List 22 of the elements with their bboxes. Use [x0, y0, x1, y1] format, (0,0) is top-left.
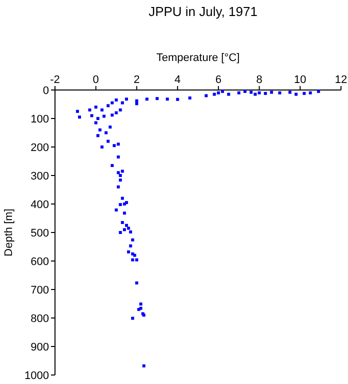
x-tick-label: -2	[50, 74, 60, 86]
x-tick-label: 12	[334, 74, 348, 86]
y-tick-label: 700	[30, 284, 49, 296]
x-tick-label: 8	[256, 74, 262, 86]
chart-title: JPPU in July, 1971	[148, 4, 258, 19]
y-tick-label: 100	[30, 114, 49, 126]
y-tick-label: 400	[30, 199, 49, 211]
y-tick-label: 300	[30, 170, 49, 182]
x-axis-title: Temperature [°C]	[156, 52, 240, 64]
y-tick-label: 900	[30, 342, 49, 354]
x-tick-label: 4	[174, 74, 181, 86]
x-tick-label: 10	[294, 74, 306, 86]
y-tick-label: 1000	[24, 370, 49, 382]
x-tick-label: 0	[92, 74, 99, 86]
y-tick-label: 800	[30, 313, 49, 325]
y-tick-label: 0	[42, 85, 49, 97]
y-tick-label: 200	[30, 142, 49, 154]
y-tick-label: 600	[30, 256, 49, 268]
y-tick-label: 500	[30, 228, 49, 240]
x-tick-label: 2	[134, 74, 140, 86]
x-tick-label: 6	[215, 74, 222, 86]
y-axis-title: Depth [m]	[3, 208, 15, 256]
